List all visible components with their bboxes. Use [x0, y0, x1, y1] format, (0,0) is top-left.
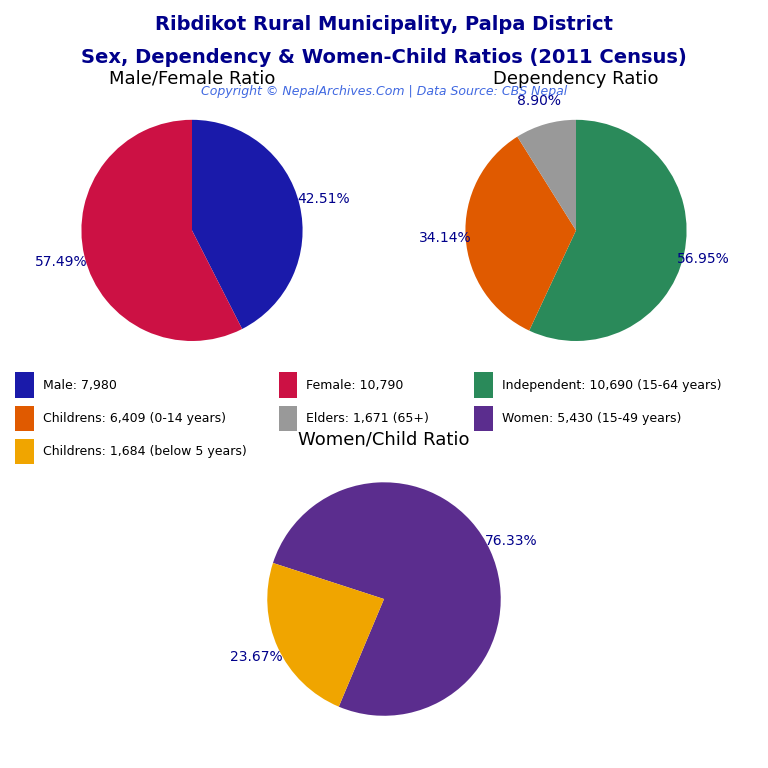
Wedge shape	[529, 120, 687, 341]
Text: Sex, Dependency & Women-Child Ratios (2011 Census): Sex, Dependency & Women-Child Ratios (20…	[81, 48, 687, 67]
Wedge shape	[273, 482, 501, 716]
Wedge shape	[192, 120, 303, 329]
Text: Copyright © NepalArchives.Com | Data Source: CBS Nepal: Copyright © NepalArchives.Com | Data Sou…	[201, 85, 567, 98]
Text: 23.67%: 23.67%	[230, 650, 283, 664]
Text: 56.95%: 56.95%	[677, 252, 730, 266]
Text: Childrens: 1,684 (below 5 years): Childrens: 1,684 (below 5 years)	[43, 445, 247, 458]
Text: 76.33%: 76.33%	[485, 534, 538, 548]
Title: Women/Child Ratio: Women/Child Ratio	[298, 431, 470, 449]
Title: Dependency Ratio: Dependency Ratio	[493, 70, 659, 88]
Text: 34.14%: 34.14%	[419, 231, 472, 245]
Text: Ribdikot Rural Municipality, Palpa District: Ribdikot Rural Municipality, Palpa Distr…	[155, 15, 613, 34]
Title: Male/Female Ratio: Male/Female Ratio	[109, 70, 275, 88]
Text: 8.90%: 8.90%	[517, 94, 561, 108]
Text: Independent: 10,690 (15-64 years): Independent: 10,690 (15-64 years)	[502, 379, 722, 392]
Bar	[279, 372, 297, 398]
Text: Female: 10,790: Female: 10,790	[306, 379, 404, 392]
Bar	[15, 439, 34, 465]
Text: Women: 5,430 (15-49 years): Women: 5,430 (15-49 years)	[502, 412, 681, 425]
Bar	[15, 406, 34, 432]
Wedge shape	[518, 120, 576, 230]
Wedge shape	[81, 120, 242, 341]
Wedge shape	[465, 137, 576, 330]
Text: Childrens: 6,409 (0-14 years): Childrens: 6,409 (0-14 years)	[43, 412, 226, 425]
Wedge shape	[267, 563, 384, 707]
Text: 42.51%: 42.51%	[297, 192, 349, 206]
Text: 57.49%: 57.49%	[35, 255, 87, 269]
Bar	[475, 406, 493, 432]
Bar	[279, 406, 297, 432]
Text: Male: 7,980: Male: 7,980	[43, 379, 117, 392]
Bar	[475, 372, 493, 398]
Text: Elders: 1,671 (65+): Elders: 1,671 (65+)	[306, 412, 429, 425]
Bar	[15, 372, 34, 398]
